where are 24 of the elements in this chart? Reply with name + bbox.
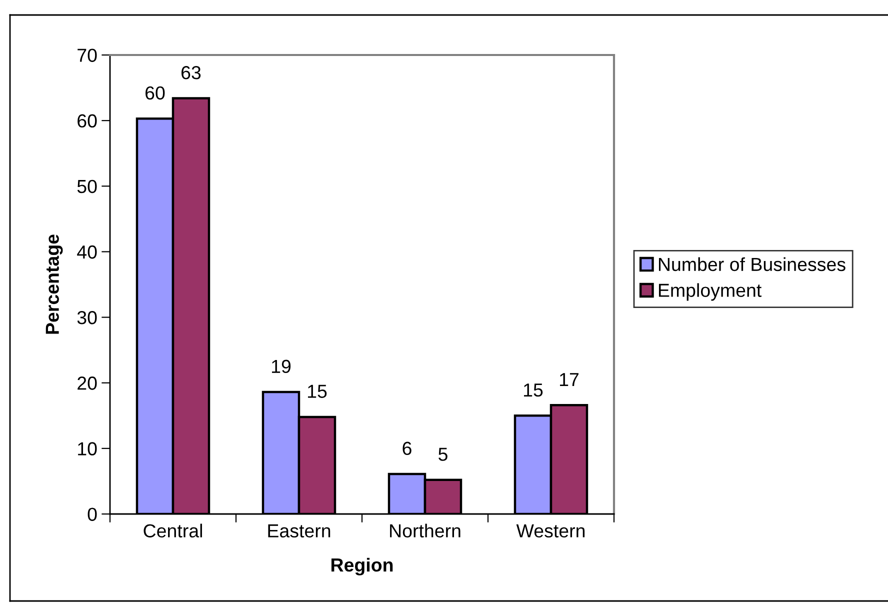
y-tick-label: 30	[77, 310, 97, 324]
y-tick-label: 70	[78, 48, 97, 62]
x-tick-label: Central	[144, 524, 202, 538]
data-label: 63	[182, 66, 201, 80]
y-axis-title: Percentage	[46, 234, 63, 334]
x-tick-label: Northern	[390, 524, 460, 538]
data-label: 60	[146, 86, 165, 100]
y-tick-label: 20	[78, 376, 97, 390]
data-label: 19	[272, 360, 291, 374]
data-label: 6	[402, 442, 412, 456]
y-tick-label: 50	[77, 180, 97, 194]
legend-label: Employment	[658, 283, 762, 301]
x-axis-title: Region	[331, 558, 393, 576]
data-label: 15	[524, 384, 543, 397]
y-tick-label: 10	[78, 442, 97, 456]
data-label: 17	[560, 373, 578, 386]
legend-label: Number of Businesses	[658, 257, 846, 272]
data-label: 5	[438, 448, 448, 461]
y-tick-label: 40	[77, 245, 97, 259]
x-tick-label: Western	[516, 524, 585, 538]
y-tick-label: 0	[88, 508, 97, 521]
x-tick-label: Eastern	[268, 524, 330, 538]
y-tick-label: 60	[78, 114, 97, 128]
data-label: 15	[308, 384, 327, 398]
